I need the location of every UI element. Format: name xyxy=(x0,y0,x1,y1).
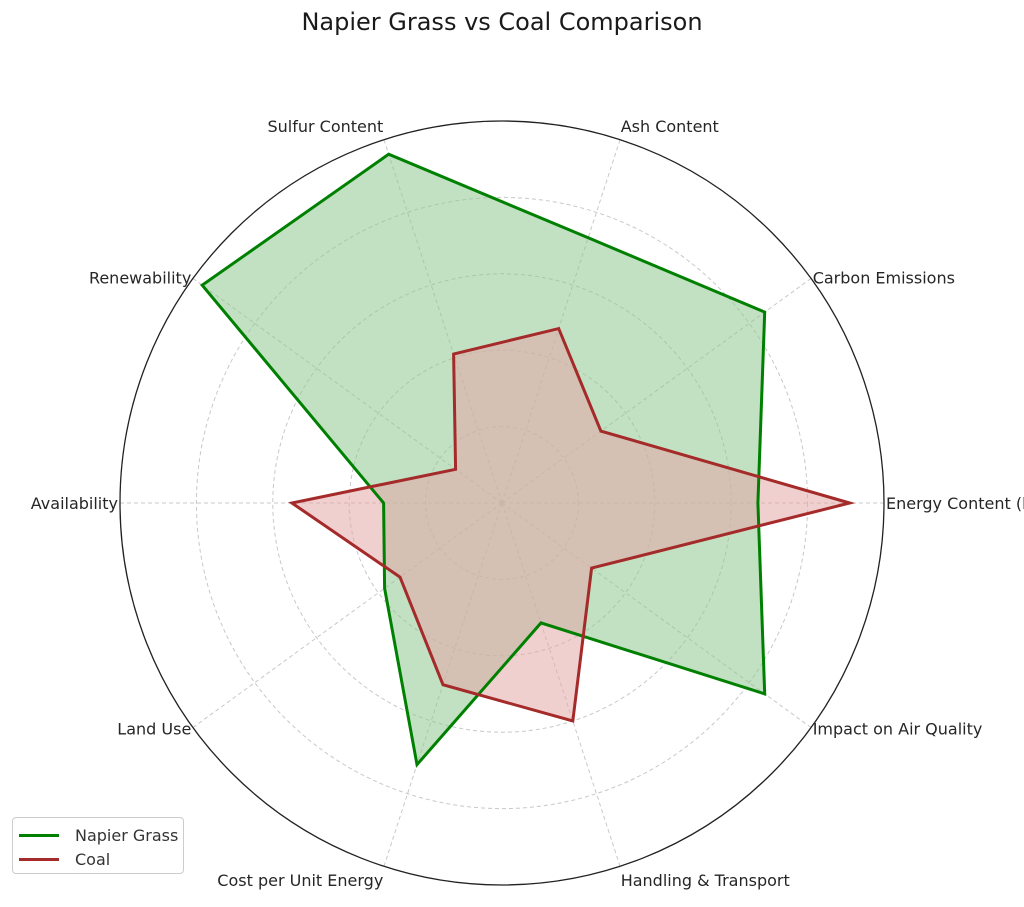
axis-label: Ash Content xyxy=(621,117,719,136)
axis-label: Impact on Air Quality xyxy=(813,720,983,739)
legend-item: Napier Grass xyxy=(19,823,183,847)
axis-label: Availability xyxy=(31,494,118,513)
series-line-napier-grass xyxy=(200,152,767,768)
legend: Napier Grass Coal xyxy=(12,817,184,874)
legend-label: Napier Grass xyxy=(75,825,179,845)
axis-labels: Energy Content (kcal/kg) Carbon Emissions… xyxy=(31,117,1024,890)
outer-frame xyxy=(119,120,885,886)
legend-swatch xyxy=(19,857,59,861)
legend-swatch xyxy=(19,833,59,837)
series-line-coal xyxy=(288,326,856,723)
axis-label: Handling & Transport xyxy=(621,871,790,890)
legend-item: Coal xyxy=(19,847,183,871)
series-area-coal xyxy=(291,328,850,721)
axis-label: Renewability xyxy=(89,268,191,287)
axis-label: Cost per Unit Energy xyxy=(217,871,383,890)
radar-series xyxy=(200,152,856,768)
axis-label: Sulfur Content xyxy=(267,117,383,136)
legend-label: Coal xyxy=(75,849,111,869)
axis-label: Carbon Emissions xyxy=(813,268,955,287)
chart-title: Napier Grass vs Coal Comparison xyxy=(301,8,703,36)
axis-label: Energy Content (kcal/kg) xyxy=(886,494,1024,513)
axis-label: Land Use xyxy=(117,720,191,739)
